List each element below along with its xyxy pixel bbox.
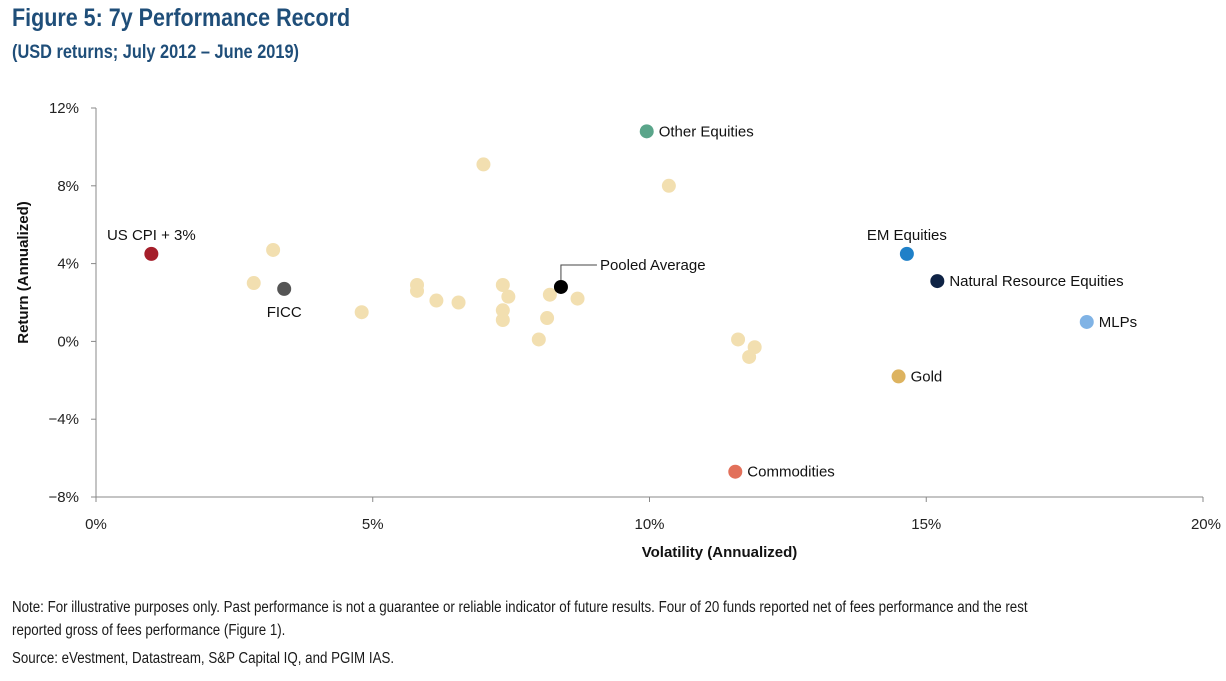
label-us-cpi-3: US CPI + 3% bbox=[107, 227, 196, 244]
fund-point bbox=[476, 157, 491, 172]
y-tick-label: −4% bbox=[49, 411, 79, 428]
chart-note: Note: For illustrative purposes only. Pa… bbox=[12, 599, 1028, 639]
fund-point bbox=[742, 349, 757, 364]
fund-point bbox=[661, 178, 676, 193]
x-tick-label: 15% bbox=[911, 516, 941, 533]
fund-point bbox=[354, 305, 369, 320]
point-ficc bbox=[277, 281, 292, 296]
point-mlps bbox=[1079, 314, 1094, 329]
label-natural-resource-equities: Natural Resource Equities bbox=[949, 273, 1123, 290]
y-tick-label: 4% bbox=[57, 256, 79, 273]
point-us-cpi-3 bbox=[144, 246, 159, 261]
figure-title: Figure 5: 7y Performance Record bbox=[12, 4, 351, 32]
chart-source: Source: eVestment, Datastream, S&P Capit… bbox=[12, 650, 395, 667]
x-tick-label: 5% bbox=[362, 516, 384, 533]
point-em-equities bbox=[899, 246, 914, 261]
label-em-equities: EM Equities bbox=[867, 227, 947, 244]
y-axis-title: Return (Annualized) bbox=[15, 201, 32, 344]
fund-point bbox=[570, 291, 585, 306]
y-tick-label: −8% bbox=[49, 489, 79, 506]
fund-point bbox=[246, 276, 261, 291]
fund-point bbox=[410, 283, 425, 298]
point-natural-resource-equities bbox=[930, 274, 945, 289]
y-tick-label: 8% bbox=[57, 178, 79, 195]
fund-point bbox=[266, 242, 281, 257]
label-other-equities: Other Equities bbox=[659, 123, 754, 140]
label-mlps: MLPs bbox=[1099, 314, 1137, 331]
fund-point bbox=[531, 332, 546, 347]
y-tick-label: 12% bbox=[49, 100, 79, 117]
fund-point bbox=[451, 295, 466, 310]
fund-point bbox=[540, 311, 555, 326]
fund-point bbox=[495, 303, 510, 318]
point-gold bbox=[891, 369, 906, 384]
scatter-chart: −8% −4% 0% 4% 8% 12% 0% 5% 10% 15% 20% Volatility (… bbox=[15, 100, 1221, 561]
callout-line bbox=[560, 264, 597, 280]
label-commodities: Commodities bbox=[747, 464, 835, 481]
fund-point bbox=[731, 332, 746, 347]
label-gold: Gold bbox=[911, 368, 943, 385]
label-ficc: FICC bbox=[267, 304, 302, 321]
fund-point bbox=[429, 293, 444, 308]
fund-point bbox=[542, 287, 557, 302]
fund-point bbox=[495, 277, 510, 292]
figure-subtitle: (USD returns; July 2012 – June 2019) bbox=[12, 42, 299, 63]
y-tick-label: 0% bbox=[57, 333, 79, 350]
point-other-equities bbox=[639, 124, 654, 139]
point-commodities bbox=[728, 464, 743, 479]
x-axis-title: Volatility (Annualized) bbox=[642, 544, 798, 561]
label-pooled-average: Pooled Average bbox=[600, 257, 706, 274]
point-pooled-average bbox=[553, 279, 568, 294]
x-tick-label: 10% bbox=[634, 516, 664, 533]
fund-point bbox=[495, 313, 510, 328]
x-tick-label: 20% bbox=[1191, 516, 1221, 533]
x-tick-label: 0% bbox=[85, 516, 107, 533]
fund-point bbox=[501, 289, 516, 304]
